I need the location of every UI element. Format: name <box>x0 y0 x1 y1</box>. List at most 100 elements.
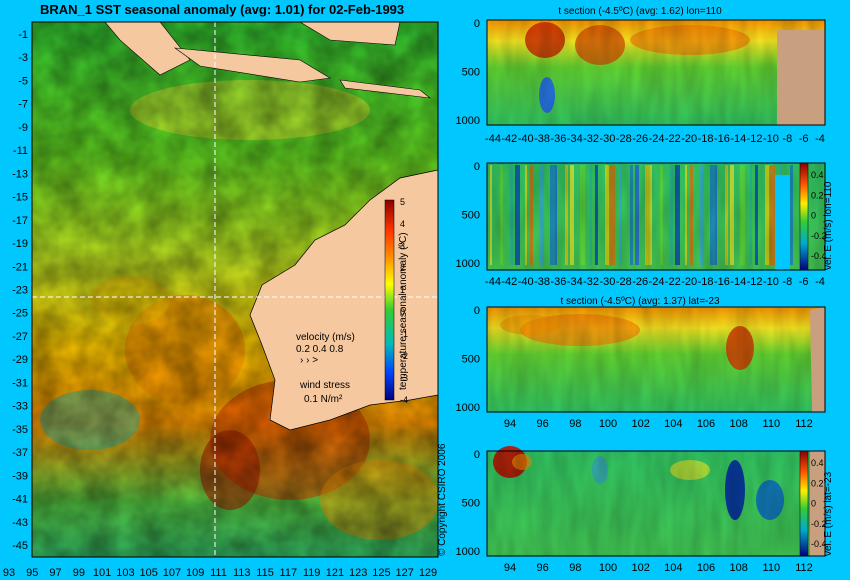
map-lon-tick: 113 <box>233 567 251 579</box>
map-lat-tick: -3 <box>18 52 28 64</box>
map-colorbar <box>384 199 395 401</box>
panel-depth-tick: 1000 <box>456 546 480 558</box>
colorbar-tick: -2 <box>400 351 408 361</box>
panel-x-tick: -24 <box>649 133 665 145</box>
vel-colorbar-2 <box>799 450 809 557</box>
panel-x-tick: -26 <box>632 276 648 288</box>
colorbar-tick: 0 <box>400 307 405 317</box>
panel-x-tick: -8 <box>782 133 792 145</box>
panel-x-tick: -40 <box>518 133 534 145</box>
map-lat-tick: -31 <box>12 377 28 389</box>
panel-depth-tick: 500 <box>462 498 480 510</box>
map-lon-tick: 103 <box>116 567 134 579</box>
panel-x-tick: -36 <box>550 276 566 288</box>
map-lat-tick: -17 <box>12 215 28 227</box>
panel-x-tick: 110 <box>763 562 781 574</box>
map-lat-tick: -45 <box>12 540 28 552</box>
colorbar-tick: 3 <box>400 241 405 251</box>
panel-x-tick: -10 <box>763 133 779 145</box>
vel-colorbar-tick: -0.4 <box>811 539 827 549</box>
panel-x-tick: -28 <box>616 133 632 145</box>
panel3-title: t section (-4.5ºC) (avg: 1.37) lat=-23 <box>561 296 720 307</box>
map-lat-tick: -33 <box>12 401 28 413</box>
panel-x-tick: 100 <box>599 562 617 574</box>
vel-colorbar-tick: 0.2 <box>811 190 824 200</box>
panel-depth-tick: 500 <box>462 354 480 366</box>
panel-x-tick: -16 <box>714 133 730 145</box>
vel-colorbar-tick: 0 <box>811 211 816 221</box>
panel-x-tick: 108 <box>729 418 747 430</box>
map-lat-tick: -25 <box>12 308 28 320</box>
panel-x-tick: -30 <box>599 276 615 288</box>
map-lon-tick: 117 <box>280 567 298 579</box>
panel-x-tick: -12 <box>747 276 763 288</box>
panel-x-tick: -14 <box>730 276 746 288</box>
panel-x-tick: -42 <box>501 133 517 145</box>
map-lon-tick: 111 <box>210 567 227 579</box>
map-lat-tick: -43 <box>12 517 28 529</box>
map-lon-tick: 97 <box>49 567 61 579</box>
map-lon-tick: 125 <box>372 567 390 579</box>
panel-x-tick: 96 <box>537 562 549 574</box>
panel-depth-tick: 1000 <box>456 115 480 127</box>
panel-depth-tick: 0 <box>474 18 480 30</box>
panel-x-tick: 106 <box>697 418 715 430</box>
colorbar-tick: 5 <box>400 197 405 207</box>
velocity-values: 0.2 0.4 0.8 <box>296 344 344 355</box>
panel-x-tick: 100 <box>599 418 617 430</box>
panel-x-tick: 112 <box>795 418 813 430</box>
sst-map: -1-3-5-7-9-11-13-15-17-19-21-23-25-27-29… <box>3 21 439 579</box>
vel-colorbar-tick: -0.4 <box>811 251 827 261</box>
map-lat-tick: -29 <box>12 354 28 366</box>
velocity-arrows-icon: › › > <box>300 355 319 366</box>
panel1-title: t section (-4.5ºC) (avg: 1.62) lon=110 <box>558 6 722 17</box>
map-lat-tick: -37 <box>12 447 28 459</box>
map-lon-tick: 115 <box>256 567 274 579</box>
panel-x-tick: 94 <box>504 562 516 574</box>
panel-x-tick: -38 <box>534 276 550 288</box>
panel-x-tick: -44 <box>485 133 501 145</box>
panel-x-tick: 98 <box>569 562 581 574</box>
map-lat-tick: -9 <box>18 122 28 134</box>
vel-colorbar-1-label: vel. E (m/s) lon=110 <box>823 181 834 270</box>
map-lat-tick: -23 <box>12 285 28 297</box>
map-lon-tick: 95 <box>26 567 38 579</box>
panel-x-tick: -26 <box>632 133 648 145</box>
panel-x-tick: -40 <box>518 276 534 288</box>
panel-x-tick: 98 <box>569 418 581 430</box>
map-title: BRAN_1 SST seasonal anomaly (avg: 1.01) … <box>40 2 405 17</box>
panel-x-tick: -6 <box>799 276 809 288</box>
panel-x-tick: -18 <box>698 276 714 288</box>
map-lon-tick: 105 <box>139 567 157 579</box>
panel-x-tick: -34 <box>567 133 583 145</box>
panel-x-tick: -44 <box>485 276 501 288</box>
map-lon-tick: 127 <box>396 567 414 579</box>
panel-x-tick: 96 <box>537 418 549 430</box>
panel-x-tick: -14 <box>730 133 746 145</box>
colorbar-tick: 1 <box>400 285 405 295</box>
map-lon-tick: 101 <box>93 567 111 579</box>
map-lat-tick: -35 <box>12 424 28 436</box>
panel-x-tick: -22 <box>665 133 681 145</box>
panel-x-tick: -30 <box>599 133 615 145</box>
map-lat-tick: -27 <box>12 331 28 343</box>
velocity-label: velocity (m/s) <box>296 332 355 343</box>
map-lat-tick: -11 <box>13 145 28 157</box>
panel-x-tick: -38 <box>534 133 550 145</box>
colorbar-label: temperature seasonal anomaly (ºC) <box>398 232 409 390</box>
panel-x-tick: -42 <box>501 276 517 288</box>
panel-x-tick: 94 <box>504 418 516 430</box>
panel-x-tick: -12 <box>747 133 763 145</box>
vel-colorbar-tick: -0.2 <box>811 519 827 529</box>
panel-x-tick: -34 <box>567 276 583 288</box>
panel-x-tick: -36 <box>550 133 566 145</box>
panel-depth-tick: 0 <box>474 449 480 461</box>
panel-x-tick: -20 <box>681 276 697 288</box>
panel-depth-tick: 0 <box>474 161 480 173</box>
vel-colorbar-2-label: vel. E (m/s) lat=-23 <box>823 471 834 556</box>
panel-x-tick: -18 <box>698 133 714 145</box>
map-lat-tick: -41 <box>12 494 28 506</box>
panel-x-tick: -10 <box>763 276 779 288</box>
map-lat-tick: -19 <box>12 238 28 250</box>
panel-x-tick: -32 <box>583 276 599 288</box>
